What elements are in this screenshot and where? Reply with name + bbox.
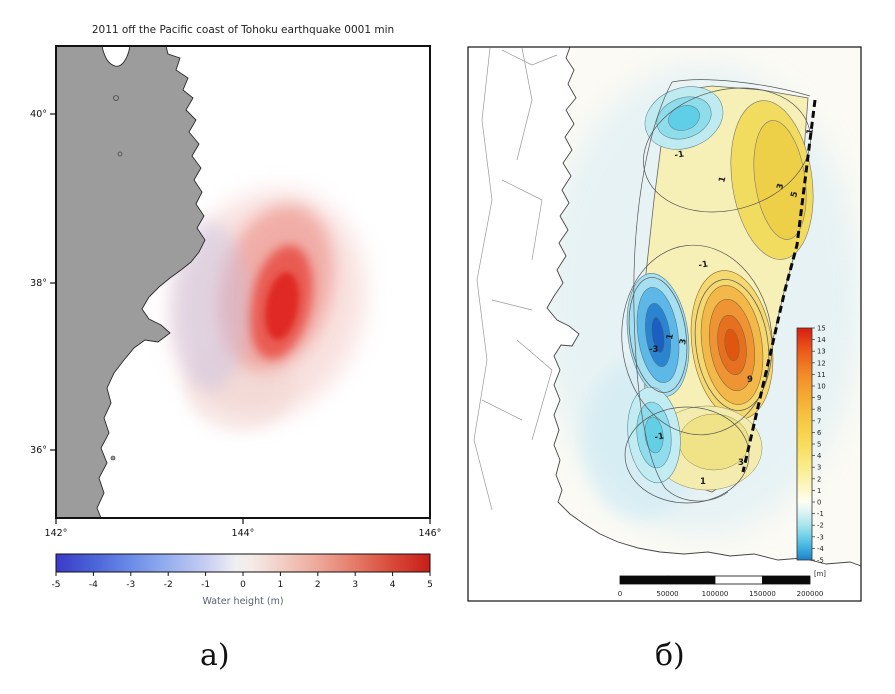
svg-text:-5: -5 [52, 580, 61, 590]
svg-text:3: 3 [738, 458, 744, 468]
svg-text:150000: 150000 [749, 590, 776, 598]
svg-text:5: 5 [789, 190, 800, 198]
panel-b-frame [467, 46, 862, 602]
svg-text:-5: -5 [817, 557, 824, 565]
panel-b-colorbar-unit: [m] [814, 570, 826, 578]
svg-text:0: 0 [817, 499, 821, 507]
lon-axis: 142° 144° 146° [45, 518, 442, 539]
svg-text:-2: -2 [817, 522, 824, 530]
svg-text:5: 5 [817, 441, 821, 449]
panel-b-colorbar: 15 14 13 12 11 10 9 8 7 6 5 4 3 2 1 0 -1 [796, 325, 826, 578]
panel-a-colorbar-labels: -5 -4 -3 -2 -1 0 1 2 3 4 5 [52, 580, 433, 590]
svg-text:1: 1 [717, 175, 728, 183]
panel-a-title: 2011 off the Pacific coast of Tohoku ear… [92, 24, 394, 36]
svg-text:2: 2 [817, 475, 821, 483]
land-honshu-b [468, 47, 861, 601]
land-honshu [56, 46, 206, 518]
svg-text:9: 9 [747, 375, 753, 385]
svg-text:-1: -1 [654, 431, 665, 443]
svg-text:1: 1 [805, 128, 816, 136]
svg-text:-4: -4 [89, 580, 98, 590]
panel-a-colorbar-ticks [55, 572, 431, 576]
svg-text:200000: 200000 [797, 590, 824, 598]
svg-text:-3: -3 [649, 345, 659, 355]
svg-text:10: 10 [817, 383, 826, 391]
north-subsidence-blob [644, 86, 724, 150]
svg-text:100000: 100000 [702, 590, 729, 598]
central-subsidence-blob [626, 273, 690, 397]
upper-uplift-lobe [730, 100, 814, 260]
svg-text:-1: -1 [817, 510, 824, 518]
svg-text:6: 6 [817, 429, 821, 437]
svg-text:3: 3 [678, 338, 689, 346]
contour-rings [621, 79, 811, 504]
svg-text:14: 14 [817, 336, 826, 344]
lon-tick-label: 142° [45, 528, 68, 539]
small-islands [110, 95, 123, 461]
svg-text:13: 13 [817, 348, 826, 356]
main-uplift-blob [690, 270, 774, 420]
svg-text:4: 4 [817, 452, 821, 460]
lon-tick-label: 144° [232, 528, 255, 539]
svg-text:1: 1 [700, 477, 706, 487]
panel-a-figure: 2011 off the Pacific coast of Tohoku ear… [30, 24, 442, 607]
svg-text:7: 7 [817, 417, 821, 425]
svg-text:2: 2 [315, 580, 321, 590]
svg-text:0: 0 [618, 590, 622, 598]
south-uplift-area [651, 405, 763, 491]
panel-b-map: -1 1 3 5 1 -1 -3 1 3 9 -1 3 1 [468, 47, 861, 601]
contour-labels: -1 1 3 5 1 -1 -3 1 3 9 -1 3 1 [649, 128, 816, 487]
svg-text:8: 8 [817, 406, 821, 414]
lat-axis: 40° 38° 36° [30, 109, 56, 456]
scale-bar: 0 50000 100000 150000 200000 [618, 575, 824, 598]
trench-axis-line [741, 99, 817, 473]
panel-b-letter: б) [655, 638, 685, 673]
svg-text:4: 4 [390, 580, 396, 590]
svg-text:3: 3 [817, 464, 821, 472]
panel-a-map [56, 46, 430, 518]
lat-tick-label: 40° [30, 109, 47, 120]
panel-a-colorbar: -5 -4 -3 -2 -1 0 1 2 3 4 5 Water height … [52, 553, 433, 607]
lat-tick-label: 36° [30, 445, 47, 456]
panel-b-colorbar-ticks [812, 327, 815, 561]
svg-text:-3: -3 [126, 580, 135, 590]
svg-text:5: 5 [427, 580, 433, 590]
svg-text:-3: -3 [817, 533, 824, 541]
displacement-zone: -1 1 3 5 1 -1 -3 1 3 9 -1 3 1 [621, 79, 817, 504]
svg-text:15: 15 [817, 325, 826, 333]
scale-bar-labels: 0 50000 100000 150000 200000 [618, 590, 824, 598]
svg-text:0: 0 [240, 580, 246, 590]
svg-text:1: 1 [817, 487, 821, 495]
prefecture-boundaries [473, 47, 558, 511]
svg-text:-1: -1 [674, 149, 685, 161]
svg-text:3: 3 [775, 182, 786, 190]
south-subsidence-blob [627, 386, 681, 484]
svg-text:-4: -4 [817, 545, 824, 553]
lat-tick-label: 38° [30, 278, 47, 289]
panel-b-figure: -1 1 3 5 1 -1 -3 1 3 9 -1 3 1 [467, 46, 862, 602]
svg-text:-1: -1 [698, 259, 709, 271]
svg-text:1: 1 [665, 333, 676, 341]
water-height-field [170, 190, 366, 431]
panel-b-colorbar-labels: 15 14 13 12 11 10 9 8 7 6 5 4 3 2 1 0 -1 [817, 325, 826, 565]
svg-text:-1: -1 [201, 580, 210, 590]
svg-text:-2: -2 [164, 580, 173, 590]
lon-tick-label: 146° [419, 528, 442, 539]
panel-a-letter: а) [200, 638, 230, 673]
svg-text:12: 12 [817, 359, 826, 367]
svg-text:3: 3 [352, 580, 358, 590]
svg-text:50000: 50000 [656, 590, 678, 598]
panel-a-colorbar-caption: Water height (m) [202, 596, 283, 607]
svg-text:9: 9 [817, 394, 821, 402]
svg-text:11: 11 [817, 371, 826, 379]
svg-text:1: 1 [278, 580, 284, 590]
